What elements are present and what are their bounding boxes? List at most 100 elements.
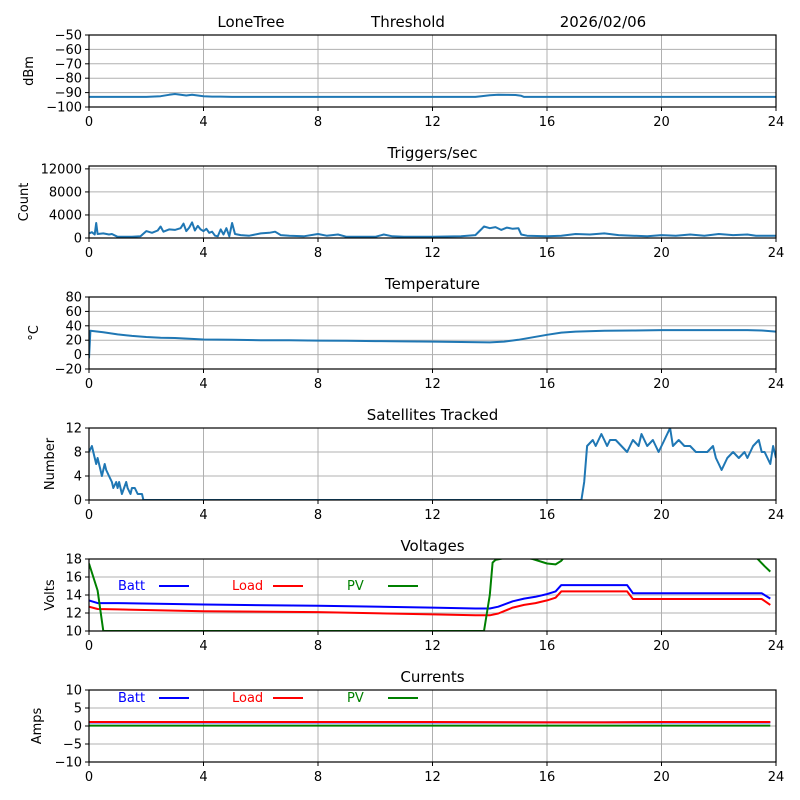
y-tick-label: −90 (55, 86, 82, 101)
y-tick-label: −50 (55, 29, 82, 44)
x-tick-label: 8 (314, 508, 322, 523)
x-tick-label: 12 (424, 639, 441, 654)
panel-title: Temperature (384, 275, 480, 293)
legend-label-load: Load (232, 579, 263, 594)
x-tick-label: 20 (653, 377, 670, 392)
legend-label-batt: Batt (118, 691, 145, 706)
y-tick-label: 4000 (49, 208, 82, 223)
y-tick-label: 80 (65, 291, 82, 306)
x-tick-label: 20 (653, 115, 670, 130)
x-tick-label: 8 (314, 377, 322, 392)
y-axis-label: Amps (30, 707, 45, 744)
x-tick-label: 4 (199, 115, 207, 130)
y-tick-label: −80 (55, 72, 82, 87)
x-tick-label: 24 (768, 639, 785, 654)
x-tick-label: 20 (653, 770, 670, 785)
legend-label-pv: PV (347, 579, 364, 594)
panel-title: Triggers/sec (387, 144, 478, 162)
panel-rssi: 0 4 8 12 16 20 24 −100−90−80−70−60−50 dBm (22, 29, 784, 131)
y-tick-label: 12 (65, 607, 82, 622)
x-tick-label: 16 (539, 508, 556, 523)
x-tick-label: 20 (653, 639, 670, 654)
legend-label-pv: PV (347, 691, 364, 706)
y-tick-label: 5 (74, 702, 82, 717)
y-tick-label: 16 (65, 571, 82, 586)
panel-title: Voltages (400, 537, 464, 555)
x-tick-label: 4 (199, 770, 207, 785)
y-tick-label: 10 (65, 684, 82, 699)
y-tick-label: 0 (74, 232, 82, 247)
x-tick-label: 4 (199, 377, 207, 392)
x-tick-label: 16 (539, 246, 556, 261)
x-tick-label: 8 (314, 246, 322, 261)
y-tick-label: 60 (65, 305, 82, 320)
series-line-pv (89, 559, 771, 631)
x-tick-label: 8 (314, 639, 322, 654)
x-tick-label: 12 (424, 508, 441, 523)
x-tick-label: 4 (199, 246, 207, 261)
x-tick-label: 0 (85, 246, 93, 261)
series-line-temperature (89, 329, 776, 359)
panel-satellites: 0 4 8 12 16 20 24 0 4 8 12 Satellites Tracked Number (43, 406, 784, 523)
y-tick-label: −70 (55, 57, 82, 72)
x-tick-label: 12 (424, 246, 441, 261)
y-tick-label: −100 (46, 101, 82, 116)
panel-title: Currents (400, 668, 464, 686)
x-tick-label: 12 (424, 770, 441, 785)
x-tick-label: 0 (85, 377, 93, 392)
y-tick-label: 8 (74, 446, 82, 461)
x-tick-label: 0 (85, 508, 93, 523)
panel-currents: 0 4 8 12 16 20 24 −10 −5 0 5 10 Currents Amps Batt Load… (30, 668, 784, 785)
y-tick-label: 0 (74, 720, 82, 735)
x-tick-label: 20 (653, 508, 670, 523)
panel-voltages: 0 4 8 12 16 20 24 10 12 14 16 18 Voltages Volts Batt Lo… (43, 537, 784, 654)
y-axis-label: °C (27, 325, 42, 341)
series-line-batt (89, 584, 771, 610)
series-line-rssi (89, 93, 776, 98)
x-tick-label: 12 (424, 377, 441, 392)
x-tick-label: 12 (424, 115, 441, 130)
y-tick-label: 20 (65, 334, 82, 349)
y-tick-label: 18 (65, 553, 82, 568)
x-tick-label: 16 (539, 115, 556, 130)
y-tick-label: 40 (65, 319, 82, 334)
y-tick-label: 8000 (49, 185, 82, 200)
y-axis-label: dBm (22, 56, 37, 86)
x-tick-label: 16 (539, 377, 556, 392)
y-tick-label: 12000 (41, 162, 82, 177)
x-tick-label: 4 (199, 508, 207, 523)
series-line-load (89, 590, 771, 617)
y-tick-label: 4 (74, 470, 82, 485)
series-line-triggers (89, 221, 776, 238)
y-axis-label: Number (43, 437, 58, 490)
header-date: 2026/02/06 (560, 13, 646, 31)
y-tick-label: 10 (65, 625, 82, 640)
x-tick-label: 8 (314, 770, 322, 785)
x-tick-label: 16 (539, 639, 556, 654)
y-tick-label: 14 (65, 589, 82, 604)
x-tick-label: 24 (768, 377, 785, 392)
x-tick-label: 16 (539, 770, 556, 785)
header-mode: Threshold (370, 13, 445, 31)
y-tick-label: −20 (55, 363, 82, 378)
y-tick-label: 12 (65, 422, 82, 437)
legend-label-load: Load (232, 691, 263, 706)
x-tick-label: 0 (85, 639, 93, 654)
x-tick-label: 24 (768, 246, 785, 261)
y-tick-label: −5 (63, 738, 82, 753)
x-tick-label: 8 (314, 115, 322, 130)
panel-title: Satellites Tracked (367, 406, 498, 424)
x-tick-label: 24 (768, 115, 785, 130)
panel-triggers: 0 4 8 12 16 20 24 0 4000 8000 12000 Triggers/sec Cou… (17, 144, 784, 261)
y-tick-label: 0 (74, 494, 82, 509)
y-tick-label: −10 (55, 756, 82, 771)
x-tick-label: 4 (199, 639, 207, 654)
x-tick-label: 0 (85, 770, 93, 785)
x-tick-label: 20 (653, 246, 670, 261)
x-tick-label: 24 (768, 508, 785, 523)
y-tick-label: −60 (55, 43, 82, 58)
x-tick-label: 24 (768, 770, 785, 785)
series-line-satellites (89, 428, 776, 500)
x-tick-label: 0 (85, 115, 93, 130)
